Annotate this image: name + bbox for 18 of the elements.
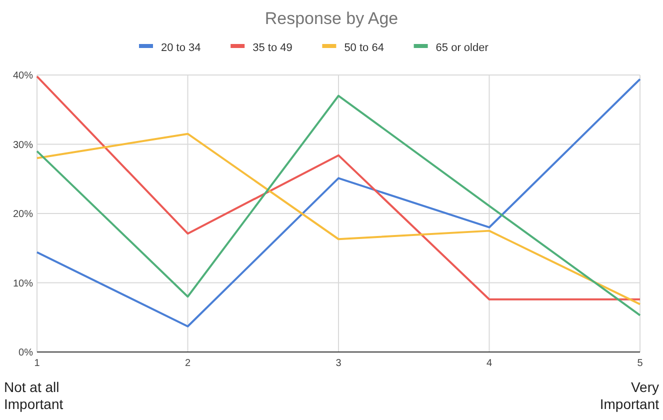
y-tick-label: 20% xyxy=(12,209,34,220)
y-tick-label: 30% xyxy=(12,140,34,151)
text: Very Important xyxy=(600,379,660,412)
x-tick-label: 2 xyxy=(184,358,191,369)
legend-label: 50 to 64 xyxy=(344,42,384,54)
x-tick-label: 4 xyxy=(486,358,492,369)
x-tick-label: 5 xyxy=(637,358,644,369)
legend-label: 35 to 49 xyxy=(252,42,292,54)
text: Not at all Important xyxy=(4,379,64,412)
y-tick-label: 10% xyxy=(12,278,34,290)
y-tick-label: 40% xyxy=(12,70,34,82)
line-series xyxy=(36,132,641,306)
legend-label: 20 to 34 xyxy=(161,42,201,54)
legend-label: 65 or older xyxy=(436,42,489,54)
x-tick-label: 1 xyxy=(34,358,40,369)
y-tick-label: 0% xyxy=(18,348,34,358)
x-tick-label: 3 xyxy=(336,358,342,369)
chart-title: Response by Age xyxy=(264,9,398,28)
